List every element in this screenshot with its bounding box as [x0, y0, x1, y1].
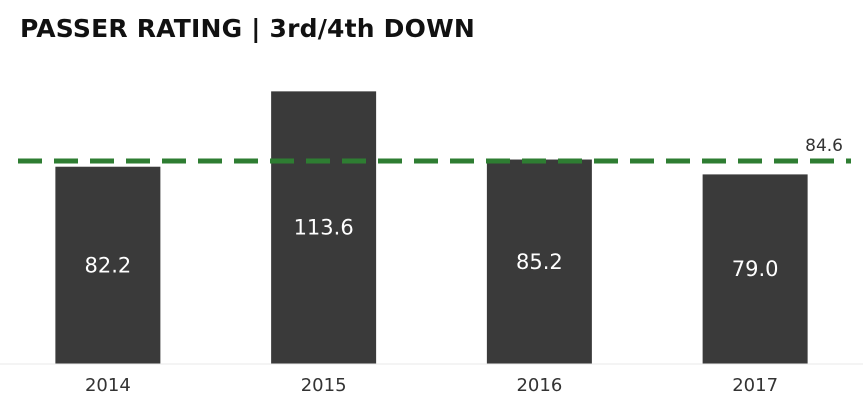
bar-value-label: 85.2 — [516, 250, 563, 274]
x-tick-label: 2014 — [85, 375, 131, 396]
x-tick-label: 2016 — [516, 375, 562, 396]
reference-line-group: 84.6 — [18, 136, 851, 164]
x-axis-ticks: 2014 2015 2016 2017 — [85, 375, 778, 396]
bar-2017 — [702, 174, 808, 364]
chart-title: PASSER RATING | 3rd/4th DOWN — [20, 14, 475, 43]
bar-2014 — [55, 166, 161, 364]
bar-value-label: 113.6 — [294, 216, 354, 240]
bar-2016 — [486, 159, 592, 364]
reference-line-label: 84.6 — [805, 136, 843, 156]
bar-value-label: 82.2 — [84, 253, 131, 277]
x-tick-label: 2015 — [301, 375, 347, 396]
x-tick-label: 2017 — [732, 375, 778, 396]
bar-2015 — [271, 91, 377, 365]
bar-value-label: 79.0 — [732, 257, 779, 281]
bars-group: 82.2 113.6 85.2 79.0 — [55, 91, 808, 365]
